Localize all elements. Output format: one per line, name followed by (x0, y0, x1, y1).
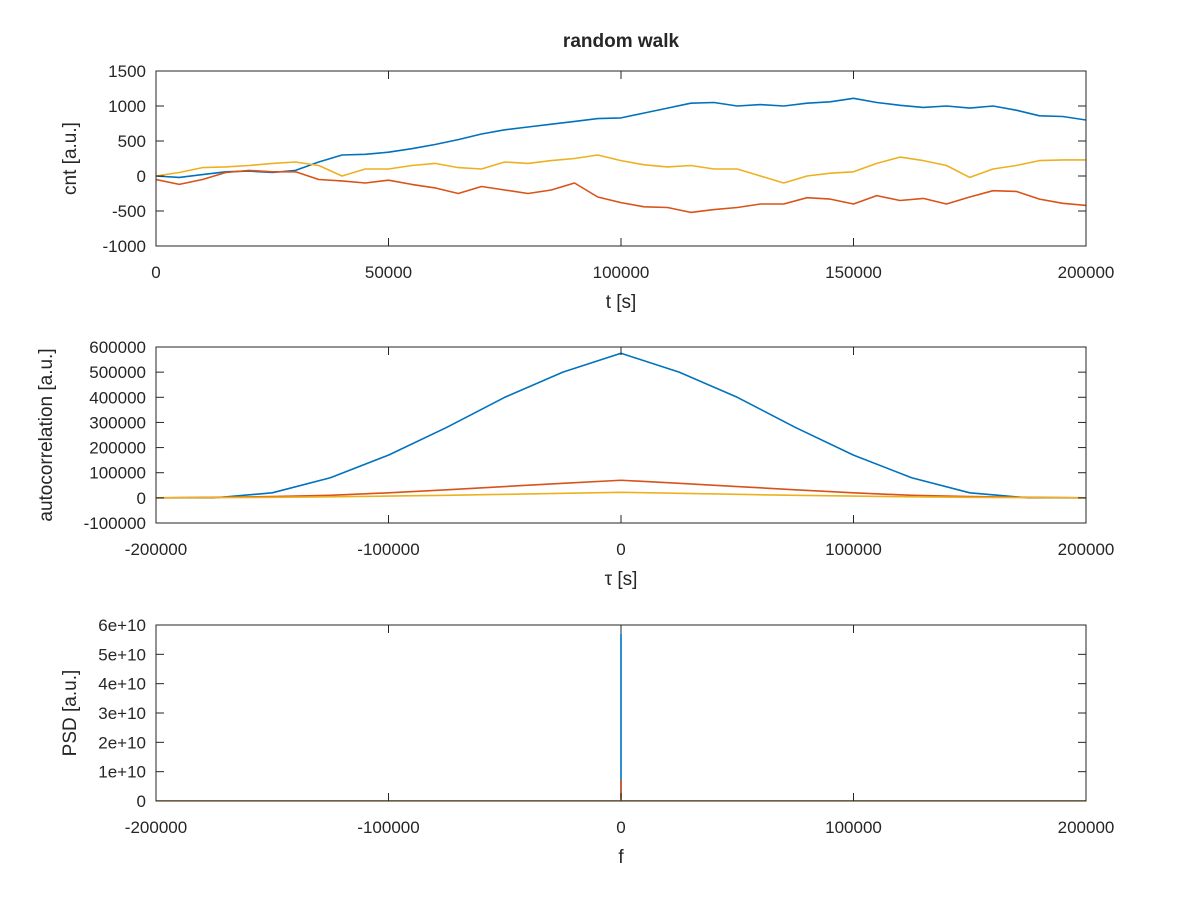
mid-x-tick-label: 200000 (1058, 540, 1115, 559)
mid-series-2-line (156, 479, 1086, 499)
bottom-y-tick-label: 2e+10 (98, 733, 146, 752)
top-y-tick-label: -1000 (103, 237, 146, 256)
mid-y-axis-label: autocorrelation [a.u.] (36, 348, 57, 521)
mid-y-tick-label: 100000 (89, 464, 146, 483)
mid-x-axis-label: τ [s] (605, 569, 638, 590)
bottom-x-tick-label: 200000 (1058, 818, 1115, 837)
top-axes: 0 50000 100000 150000 200000 -1000 -500 0 500 100… (60, 62, 1114, 313)
mid-y-tick-label: 0 (137, 489, 146, 508)
bottom-y-tick-label: 6e+10 (98, 616, 146, 635)
mid-y-tick-label: 300000 (89, 413, 146, 432)
top-x-axis-label: t [s] (606, 292, 637, 313)
mid-y-tick-label: 400000 (89, 388, 146, 407)
bottom-y-tick-label: 1e+10 (98, 763, 146, 782)
bottom-y-tick-label: 0 (137, 792, 146, 811)
bottom-series-2-line (156, 779, 1086, 801)
bottom-axes: -200000 -100000 0 100000 200000 0 1e+10 2e+10 3e… (60, 616, 1114, 868)
top-x-tick-label: 0 (151, 263, 160, 282)
top-x-tick-label: 50000 (365, 263, 412, 282)
top-y-tick-label: 500 (118, 132, 146, 151)
bottom-x-tick-label: 100000 (825, 818, 882, 837)
top-x-tick-label: 200000 (1058, 263, 1115, 282)
bottom-x-tick-label: -100000 (357, 818, 419, 837)
mid-y-tick-label: -100000 (84, 514, 146, 533)
top-y-tick-label: 1000 (108, 97, 146, 116)
mid-axes: -200000 -100000 0 100000 200000 -100000 0 10000… (36, 338, 1114, 590)
mid-x-tick-label: -200000 (125, 540, 187, 559)
mid-x-tick-label: 0 (616, 540, 625, 559)
top-x-tick-label: 100000 (593, 263, 650, 282)
mid-x-tick-label: 100000 (825, 540, 882, 559)
mid-series-3-line (156, 491, 1086, 499)
top-series-3-line (156, 154, 1086, 184)
mid-y-tick-label: 600000 (89, 338, 146, 357)
bottom-y-tick-label: 5e+10 (98, 645, 146, 664)
top-y-axis-label: cnt [a.u.] (60, 122, 81, 195)
top-series-2-line (156, 169, 1086, 214)
bottom-y-axis-label: PSD [a.u.] (60, 670, 81, 757)
top-axes-box (155, 70, 1087, 247)
bottom-x-axis-label: f (618, 847, 624, 868)
mid-y-tick-label: 500000 (89, 363, 146, 382)
bottom-y-tick-label: 4e+10 (98, 675, 146, 694)
top-y-tick-label: 0 (137, 167, 146, 186)
mid-series-1-line (156, 352, 1086, 499)
top-y-tick-label: 1500 (108, 62, 146, 81)
bottom-y-tick-label: 3e+10 (98, 704, 146, 723)
top-y-tick-label: -500 (112, 202, 146, 221)
mid-x-tick-label: -100000 (357, 540, 419, 559)
bottom-x-tick-label: -200000 (125, 818, 187, 837)
chart-title: random walk (563, 31, 680, 52)
bottom-x-tick-label: 0 (616, 818, 625, 837)
mid-y-tick-label: 200000 (89, 439, 146, 458)
top-x-tick-label: 150000 (825, 263, 882, 282)
bottom-series-1-line (156, 633, 1086, 801)
